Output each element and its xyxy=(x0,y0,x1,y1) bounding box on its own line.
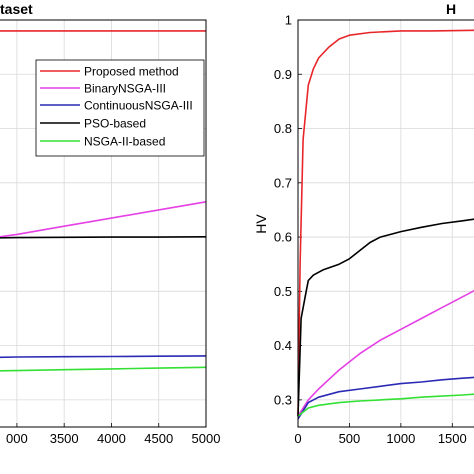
right-x-tick-label: 500 xyxy=(339,431,361,446)
left-chart-title: taset xyxy=(0,1,33,17)
right-y-tick-label: 0.3 xyxy=(274,392,292,407)
right-chart-title: H xyxy=(446,1,456,17)
right-y-tick-label: 0.7 xyxy=(274,175,292,190)
left-x-tick-label: 5000 xyxy=(192,431,221,446)
legend-label-nsga2: NSGA-II-based xyxy=(84,135,165,149)
right-series-pso-based xyxy=(297,218,474,417)
right-x-tick-label: 0 xyxy=(294,431,301,446)
legend-label-pso: PSO-based xyxy=(84,117,146,131)
legend: Proposed method BinaryNSGA-III Continuou… xyxy=(35,59,205,157)
left-x-tick-label: 4500 xyxy=(144,431,173,446)
right-y-tick-labels: 0.3 0.4 0.5 0.6 0.7 0.8 0.9 1 xyxy=(274,13,292,408)
left-series-nsga-ii-based xyxy=(0,366,207,372)
right-y-tick-label: 0.6 xyxy=(274,230,292,245)
left-axes-frame xyxy=(0,19,207,428)
right-y-tick-label: 0.8 xyxy=(274,121,292,136)
left-series-continuousnsga-iii xyxy=(0,355,207,359)
legend-box xyxy=(35,59,205,157)
legend-label-continuous-nsga3: ContinuousNSGA-III xyxy=(84,99,193,113)
right-series-group xyxy=(297,29,474,420)
right-x-tick-labels: 0 500 1000 1500 xyxy=(294,431,466,446)
right-y-tick-label: 0.4 xyxy=(274,338,292,353)
right-series-continuousnsga-iii xyxy=(297,376,474,420)
legend-label-proposed: Proposed method xyxy=(84,65,179,79)
left-chart-panel: taset 000 3500 4000 4500 5000 Proposed metho… xyxy=(0,1,220,446)
left-x-tick-label: 4000 xyxy=(97,431,126,446)
right-x-tick-label: 1500 xyxy=(438,431,467,446)
right-series-nsga-ii-based xyxy=(297,393,474,417)
right-series-binarynsga-iii xyxy=(297,289,474,417)
right-chart-panel: H 0.3 0.4 0.5 0.6 0.7 0.8 0.9 1 0 500 1000 1500 HV xyxy=(253,1,474,446)
left-series-binarynsga-iii xyxy=(0,201,207,238)
right-y-tick-label: 1 xyxy=(285,13,292,28)
right-y-tick-label: 0.9 xyxy=(274,67,292,82)
right-series-proposed-method xyxy=(297,29,474,417)
left-series-group xyxy=(0,30,207,372)
left-series-pso-based xyxy=(0,236,207,239)
left-x-tick-labels: 000 3500 4000 4500 5000 xyxy=(6,431,220,446)
right-y-tick-label: 0.5 xyxy=(274,284,292,299)
left-x-tick-label: 000 xyxy=(6,431,28,446)
right-x-tick-label: 1000 xyxy=(386,431,415,446)
right-y-axis-label: HV xyxy=(253,214,269,234)
right-axes-frame xyxy=(297,19,474,428)
left-x-tick-label: 3500 xyxy=(50,431,79,446)
legend-label-binary-nsga3: BinaryNSGA-III xyxy=(84,82,166,96)
